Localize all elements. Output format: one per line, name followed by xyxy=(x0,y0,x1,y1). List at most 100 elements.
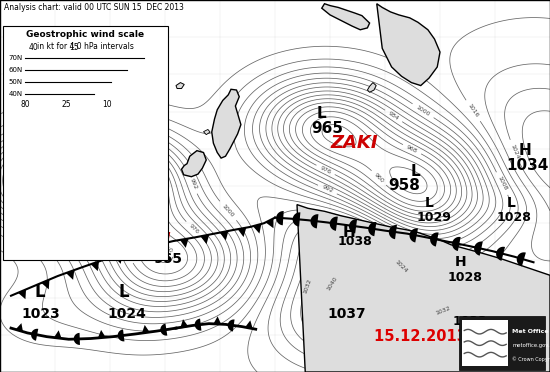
Text: ZAKI: ZAKI xyxy=(331,134,378,152)
Text: L: L xyxy=(316,106,326,121)
Polygon shape xyxy=(474,241,483,256)
Polygon shape xyxy=(377,4,440,86)
Polygon shape xyxy=(195,318,201,331)
Text: 960: 960 xyxy=(90,217,102,224)
Polygon shape xyxy=(74,333,80,345)
Text: 40N: 40N xyxy=(9,91,23,97)
Polygon shape xyxy=(238,228,246,237)
Polygon shape xyxy=(293,212,300,227)
Polygon shape xyxy=(297,205,550,372)
Text: 40: 40 xyxy=(29,43,38,52)
Text: L: L xyxy=(118,283,129,301)
Polygon shape xyxy=(253,224,261,234)
Polygon shape xyxy=(98,330,106,338)
Text: L: L xyxy=(507,196,516,210)
Polygon shape xyxy=(114,254,123,264)
Polygon shape xyxy=(41,279,50,289)
Polygon shape xyxy=(228,320,234,331)
Text: 1032: 1032 xyxy=(435,306,452,316)
Text: 976: 976 xyxy=(319,165,332,175)
Text: 1037: 1037 xyxy=(327,307,366,321)
Polygon shape xyxy=(176,83,184,89)
Polygon shape xyxy=(389,225,397,239)
Polygon shape xyxy=(18,289,26,299)
Polygon shape xyxy=(220,231,228,240)
Text: 25: 25 xyxy=(62,100,71,109)
Polygon shape xyxy=(349,219,357,234)
Polygon shape xyxy=(161,324,167,336)
Text: 960: 960 xyxy=(373,172,385,184)
Text: 960: 960 xyxy=(161,244,173,254)
Text: 992: 992 xyxy=(321,185,334,194)
Polygon shape xyxy=(180,238,189,248)
Text: 984: 984 xyxy=(387,110,400,121)
Text: 60N: 60N xyxy=(9,67,23,73)
Polygon shape xyxy=(201,235,209,244)
Text: Met Office: Met Office xyxy=(512,329,549,334)
Polygon shape xyxy=(311,214,318,228)
Text: 968: 968 xyxy=(406,144,419,154)
Text: 1016: 1016 xyxy=(466,103,480,119)
Text: 80: 80 xyxy=(20,100,30,109)
Text: 965: 965 xyxy=(311,121,343,136)
Polygon shape xyxy=(368,222,376,236)
Text: 1032: 1032 xyxy=(302,278,312,294)
Text: 15: 15 xyxy=(70,43,79,52)
Polygon shape xyxy=(180,319,188,327)
Polygon shape xyxy=(330,217,338,231)
Text: 984: 984 xyxy=(56,226,68,234)
Text: 1023: 1023 xyxy=(22,307,61,321)
Text: 70N: 70N xyxy=(9,55,23,61)
Text: 1024: 1024 xyxy=(394,259,408,274)
Text: 992: 992 xyxy=(188,178,197,190)
Polygon shape xyxy=(410,228,418,243)
Text: 50N: 50N xyxy=(9,79,23,85)
Text: 965: 965 xyxy=(153,251,182,266)
Polygon shape xyxy=(15,323,23,331)
Bar xyxy=(3,26,168,260)
Polygon shape xyxy=(266,218,273,228)
Polygon shape xyxy=(322,4,370,30)
Text: 1034: 1034 xyxy=(507,158,549,173)
Bar xyxy=(459,316,544,370)
Text: 1040: 1040 xyxy=(326,276,339,292)
Text: 10: 10 xyxy=(103,100,112,109)
Polygon shape xyxy=(517,252,526,266)
Text: 1028: 1028 xyxy=(497,211,532,224)
Text: H: H xyxy=(454,255,466,269)
Text: Geostrophic wind scale: Geostrophic wind scale xyxy=(26,30,145,39)
Text: 15.12.2013, 00 UTC: 15.12.2013, 00 UTC xyxy=(374,329,536,344)
Polygon shape xyxy=(66,270,74,280)
Polygon shape xyxy=(54,330,62,339)
Text: 971: 971 xyxy=(32,173,61,187)
Text: 952: 952 xyxy=(66,206,79,214)
Text: L: L xyxy=(425,196,433,210)
Text: H: H xyxy=(342,225,355,240)
Text: ADAM: ADAM xyxy=(110,231,170,249)
Text: 1029: 1029 xyxy=(417,211,452,224)
Text: 951: 951 xyxy=(98,173,127,187)
Polygon shape xyxy=(496,247,505,261)
Bar xyxy=(462,320,508,366)
Text: 1033: 1033 xyxy=(453,315,488,328)
Text: © Crown Copyright: © Crown Copyright xyxy=(512,356,550,362)
Text: 1028: 1028 xyxy=(447,271,482,283)
Polygon shape xyxy=(367,83,376,92)
Text: 968: 968 xyxy=(124,247,134,260)
Text: 1024: 1024 xyxy=(509,144,520,160)
Text: L: L xyxy=(410,164,420,179)
Text: metoffice.gov.uk: metoffice.gov.uk xyxy=(512,343,550,348)
Polygon shape xyxy=(213,316,221,324)
Text: in kt for 4.0 hPa intervals: in kt for 4.0 hPa intervals xyxy=(37,42,134,51)
Text: H: H xyxy=(519,143,532,158)
Text: 1024: 1024 xyxy=(107,307,146,321)
Polygon shape xyxy=(276,211,284,225)
Polygon shape xyxy=(118,329,124,341)
Text: L: L xyxy=(35,283,46,301)
Text: Analysis chart: valid 00 UTC SUN 15  DEC 2013: Analysis chart: valid 00 UTC SUN 15 DEC … xyxy=(4,3,184,12)
Text: 1038: 1038 xyxy=(337,235,372,248)
Polygon shape xyxy=(91,262,99,271)
Polygon shape xyxy=(245,320,252,328)
Polygon shape xyxy=(136,248,145,258)
Text: 1008: 1008 xyxy=(497,176,508,192)
